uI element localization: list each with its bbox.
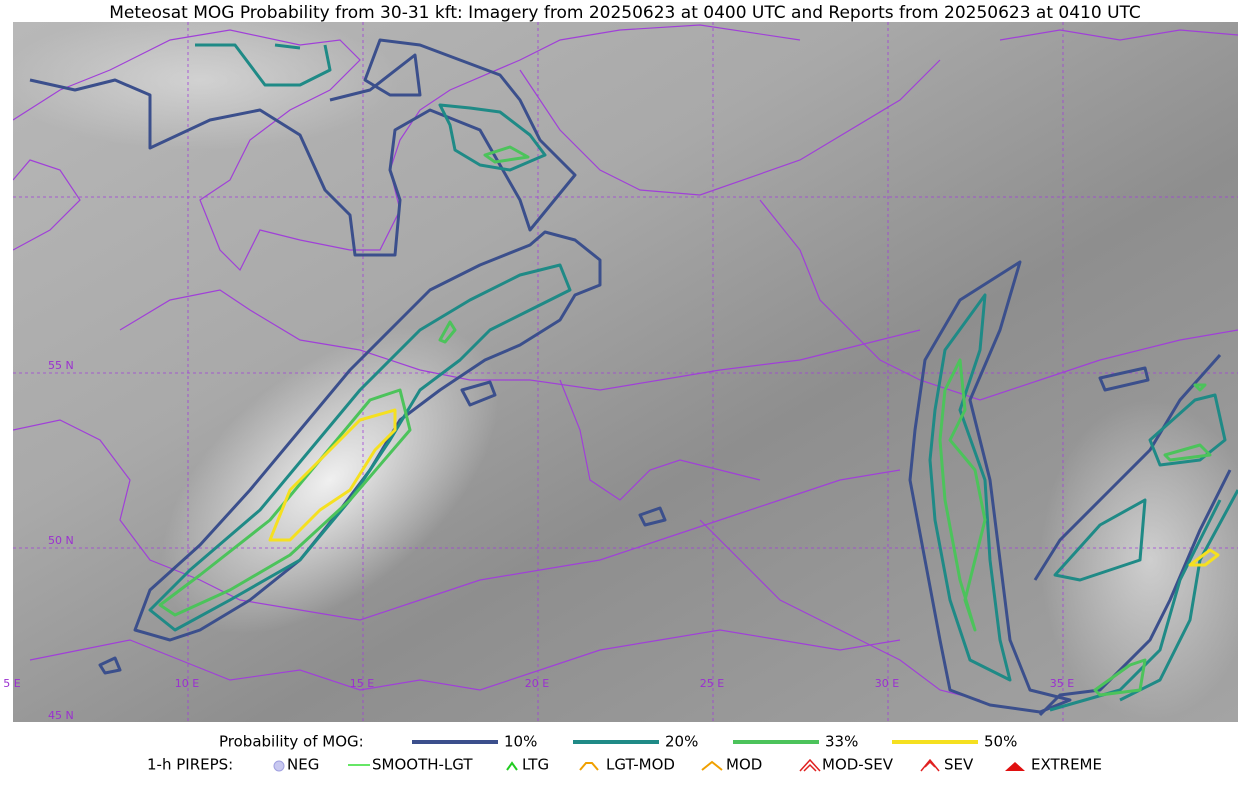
contour: [438, 145, 530, 344]
lat-label: 55 N: [48, 359, 74, 372]
legend-label: SMOOTH-LGT: [372, 756, 473, 774]
legend-label: 10%: [504, 733, 537, 751]
contour: [195, 43, 547, 172]
contour: [268, 408, 397, 542]
grid-labels: 55 N 50 N 45 N 5 E 10 E 15 E 20 E 25 E 30 E 35 E: [3, 359, 1074, 722]
legend-label: LTG: [522, 756, 549, 774]
pirep-icon: [579, 762, 599, 771]
contour: [29, 38, 577, 257]
pirep-icon: [506, 761, 518, 771]
lon-label: 15 E: [350, 677, 374, 690]
pirep-icon: [701, 760, 723, 771]
legend-label: LGT-MOD: [606, 756, 675, 774]
legend-label: 20%: [665, 733, 698, 751]
legend-label: MOD: [726, 756, 762, 774]
contour: [158, 388, 412, 617]
lon-label: 25 E: [700, 677, 724, 690]
contour: [908, 260, 1072, 714]
cloud: [1040, 400, 1238, 720]
borders: [13, 24, 1238, 701]
legend-label: 50%: [984, 733, 1017, 751]
lon-label: 35 E: [1050, 677, 1074, 690]
lon-label: 20 E: [525, 677, 549, 690]
contour: [1188, 548, 1220, 567]
contours: [29, 38, 1238, 717]
pirep-icon: [273, 760, 285, 772]
contour: [1049, 393, 1238, 712]
lon-label: 5 E: [3, 677, 20, 690]
legend-label: SEV: [944, 756, 974, 774]
contour: [928, 293, 1012, 682]
title: Meteosat MOG Probability from 30-31 kft:…: [109, 3, 1141, 23]
legend-label: MOD-SEV: [822, 756, 894, 774]
legend-label: 33%: [825, 733, 858, 751]
contour: [98, 366, 1150, 675]
pirep-icon: [920, 758, 940, 772]
lat-label: 50 N: [48, 534, 74, 547]
legend-title: Probability of MOG:: [219, 733, 364, 751]
legend-title: 1-h PIREPS:: [147, 756, 233, 774]
contour: [148, 263, 572, 632]
cloud: [13, 22, 400, 150]
lon-label: 10 E: [175, 677, 199, 690]
pirep-icon: [1005, 762, 1025, 771]
contour: [938, 358, 1212, 697]
legend: Probability of MOG: 10% 20% 33% 50% 1-h PIREP…: [147, 733, 1102, 774]
lat-label: 45 N: [48, 709, 74, 722]
legend-label: EXTREME: [1031, 756, 1102, 774]
map: [13, 22, 1238, 722]
pirep-icon: [799, 758, 821, 772]
legend-label: NEG: [287, 756, 319, 774]
contour: [1033, 354, 1232, 717]
lon-label: 30 E: [875, 677, 899, 690]
cloud: [161, 326, 499, 634]
grid: [13, 22, 1238, 722]
